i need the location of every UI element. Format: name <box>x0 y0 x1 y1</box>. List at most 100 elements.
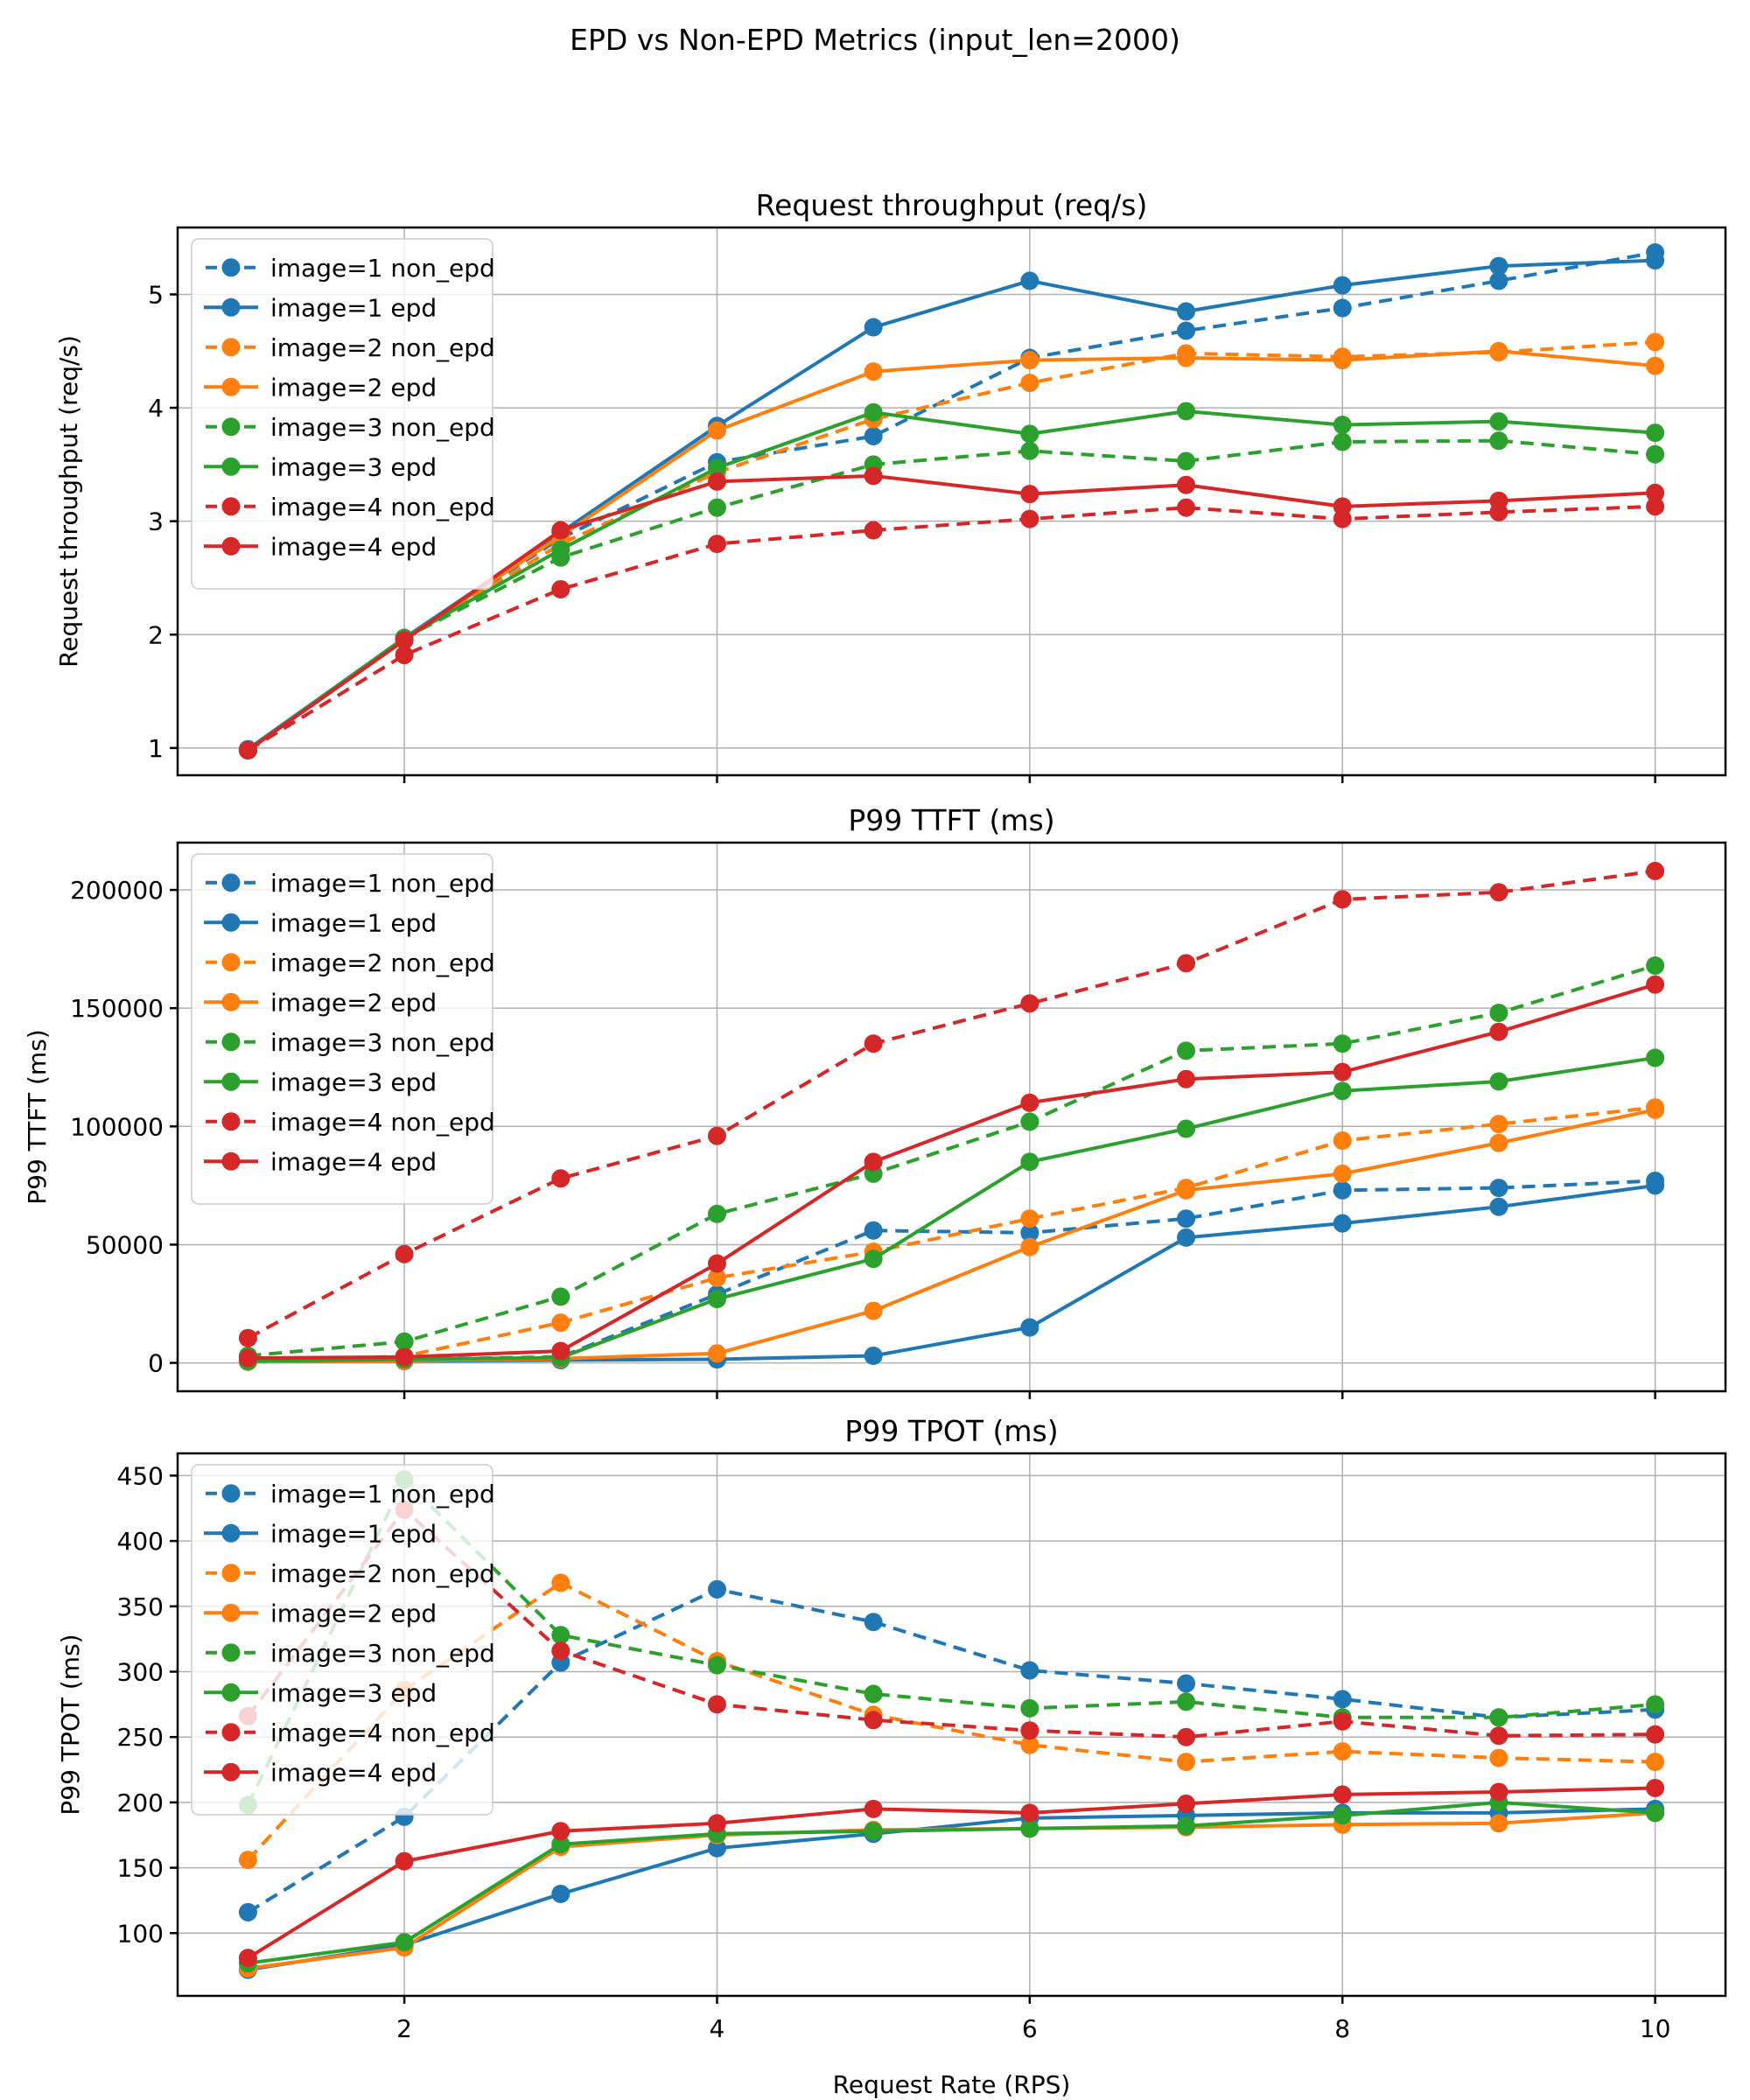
ticks <box>170 1474 1656 2004</box>
legend-sample-marker <box>221 1523 241 1543</box>
legend: image=1 non_epd image=1 epd image=2 non_ep… <box>191 853 495 1205</box>
legend-item: image=1 epd <box>204 908 437 937</box>
data-point <box>1489 883 1508 902</box>
subplot-1: 1 2 3 4 5 Request throughput (req/s) Request t… <box>54 188 1727 783</box>
legend-item: image=4 non_epd <box>204 1718 495 1747</box>
data-point <box>1646 975 1665 994</box>
data-point <box>1646 1778 1665 1797</box>
legend-item: image=1 non_epd <box>204 1480 495 1508</box>
data-point <box>1020 1209 1040 1228</box>
data-point <box>551 1835 570 1854</box>
y-tick-label: 350 <box>117 1592 164 1621</box>
data-point <box>707 1814 726 1833</box>
grid <box>178 843 1726 1391</box>
data-point <box>1646 1725 1665 1744</box>
legend-sample-marker <box>221 298 241 317</box>
y-tick-label: 200 <box>117 1788 164 1817</box>
data-point <box>1333 1164 1352 1183</box>
data-point <box>864 1711 883 1730</box>
legend-sample-marker <box>221 1723 241 1742</box>
series-line <box>248 1055 1656 1363</box>
data-point <box>707 498 726 517</box>
series-line <box>247 1587 1656 1914</box>
data-point <box>1489 1708 1508 1727</box>
subplot-title: P99 TTFT (ms) <box>848 803 1054 837</box>
legend-box <box>191 238 494 590</box>
legend-item: image=3 epd <box>204 452 437 481</box>
data-point <box>1020 1112 1040 1131</box>
data-point <box>1489 491 1508 510</box>
legend-sample-marker <box>221 338 241 357</box>
ticks <box>170 888 1656 1399</box>
data-point <box>864 1034 883 1054</box>
series-image-4-epd <box>238 466 1665 760</box>
legend-sample-marker <box>221 1484 241 1503</box>
data-point <box>238 1902 257 1922</box>
data-point <box>1646 1048 1665 1068</box>
figure-suptitle: EPD vs Non-EPD Metrics (input_len=2000) <box>570 23 1180 57</box>
legend-sample-marker <box>221 913 241 932</box>
data-point <box>864 521 883 540</box>
y-tick-label: 2 <box>148 620 164 649</box>
data-point <box>707 1126 726 1145</box>
data-point <box>395 1348 414 1367</box>
legend-label: image=4 non_epd <box>270 1108 495 1137</box>
series-line <box>248 1179 1656 1363</box>
data-point <box>395 1852 414 1871</box>
data-point <box>551 1626 570 1645</box>
x-tick-label: 10 <box>1640 2014 1671 2043</box>
legend-item: image=3 non_epd <box>204 413 495 442</box>
data-point <box>238 1851 257 1870</box>
y-tick-label: 450 <box>117 1461 164 1490</box>
legend-sample-marker <box>221 992 241 1012</box>
legend-label: image=2 epd <box>270 988 437 1017</box>
legend-sample-marker <box>221 536 241 556</box>
data-point <box>864 362 883 382</box>
data-point <box>1333 1712 1352 1731</box>
data-point <box>1333 351 1352 370</box>
data-point <box>864 1684 883 1704</box>
legend-sample-marker <box>221 1683 241 1702</box>
data-point <box>1489 1004 1508 1023</box>
data-point <box>1177 1753 1196 1772</box>
data-point <box>1489 1748 1508 1768</box>
data-point <box>1333 1690 1352 1709</box>
data-point <box>1020 351 1040 370</box>
data-point <box>1646 1176 1665 1195</box>
y-tick-label: 400 <box>117 1527 164 1556</box>
legend-sample-marker <box>221 377 241 396</box>
data-point <box>551 1822 570 1841</box>
data-point <box>707 1656 726 1675</box>
data-point <box>1489 271 1508 290</box>
data-point <box>1177 1228 1196 1247</box>
data-point <box>1489 1782 1508 1802</box>
data-point <box>1333 1034 1352 1054</box>
data-point <box>1646 956 1665 976</box>
data-point <box>1489 431 1508 451</box>
y-axis-label: Request throughput (req/s) <box>54 335 83 668</box>
data-point <box>1489 1197 1508 1216</box>
series-line <box>247 504 1656 752</box>
data-point <box>1177 348 1196 368</box>
data-point <box>1333 1062 1352 1082</box>
legend-sample-marker <box>221 1072 241 1091</box>
data-point <box>1177 452 1196 471</box>
y-tick-label: 50000 <box>86 1230 164 1259</box>
legend-item: image=2 non_epd <box>204 1559 495 1588</box>
legend-sample-marker <box>221 1032 241 1052</box>
data-point <box>395 631 414 650</box>
legend-item: image=4 non_epd <box>204 493 495 522</box>
data-point <box>864 1799 883 1818</box>
legend: image=1 non_epd image=1 epd image=2 non_ep… <box>191 1464 495 1816</box>
data-point <box>864 1250 883 1269</box>
legend-sample-marker <box>221 258 241 277</box>
data-point <box>864 318 883 337</box>
data-point <box>1020 1223 1040 1242</box>
y-tick-label: 250 <box>117 1723 164 1752</box>
data-point <box>1333 1214 1352 1233</box>
legend-label: image=2 non_epd <box>270 1559 495 1588</box>
data-point <box>1489 1072 1508 1091</box>
data-point <box>1646 356 1665 375</box>
data-point <box>1489 412 1508 431</box>
data-point <box>864 1613 883 1632</box>
